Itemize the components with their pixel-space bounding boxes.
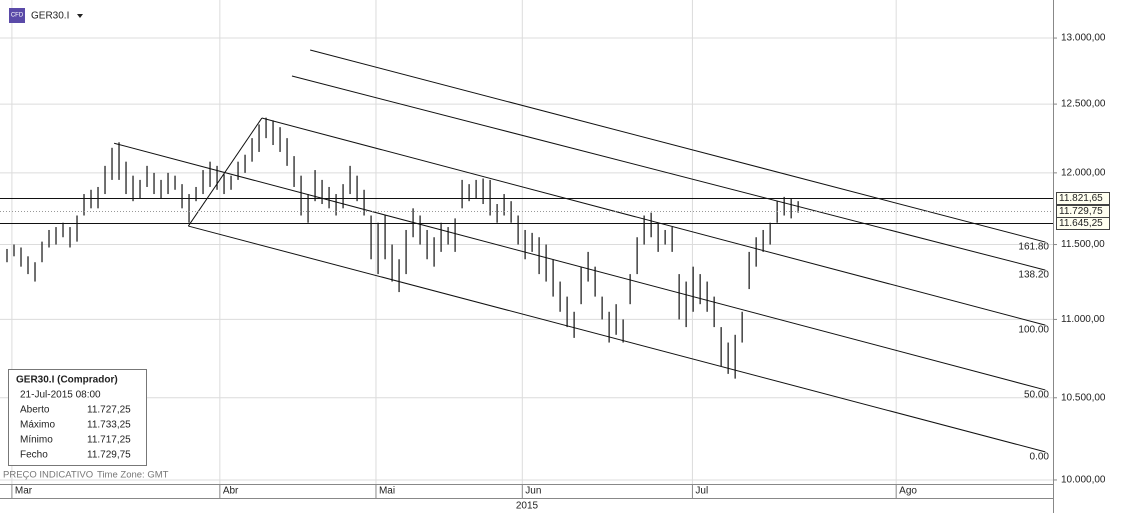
median-line: [187, 117, 263, 227]
y-tick-label: 12.000,00: [1061, 168, 1106, 179]
info-box: GER30.I (Comprador) 21-Jul-2015 08:00: [8, 369, 147, 466]
info-value: 11.727,25: [87, 405, 131, 416]
info-value: 11.733,25: [87, 420, 131, 431]
y-tick-label: 11.500,00: [1061, 239, 1105, 250]
channel-label: 138.20: [1018, 270, 1049, 281]
info-label: Máximo: [20, 420, 55, 431]
y-tick-label: 12.500,00: [1061, 99, 1106, 110]
channel-label: 50.00: [1024, 390, 1049, 401]
x-tick-label: Abr: [223, 486, 239, 497]
header[interactable]: CFD GER30.I: [9, 8, 83, 23]
x-tick-label: Mar: [15, 486, 33, 497]
footer-timezone: Time Zone: GMT: [97, 470, 169, 481]
y-tick-label: 11.000,00: [1061, 314, 1105, 325]
footer-note: PREÇO INDICATIVO: [3, 470, 93, 481]
level-tag: [1056, 192, 1110, 205]
info-date: 21-Jul-2015 08:00: [20, 390, 101, 401]
info-title: GER30.I (Comprador): [16, 375, 118, 386]
symbol[interactable]: GER30.I: [31, 11, 69, 22]
channel-label: 100.00: [1018, 325, 1049, 336]
info-box-frame: [8, 369, 147, 466]
y-tick-label: 10.500,00: [1061, 392, 1106, 403]
channel-label: 0.00: [1030, 452, 1050, 463]
channel-line: [188, 225, 1046, 453]
x-axis-title: 2015: [516, 501, 539, 512]
plot: [0, 49, 1053, 453]
channel-line: [310, 49, 1046, 243]
x-tick-label: Mai: [379, 486, 395, 497]
info-value: 11.729,75: [87, 450, 131, 461]
x-tick-label: Jun: [525, 486, 541, 497]
grid: [0, 0, 1053, 484]
level-label: 11.729,75: [1059, 206, 1103, 217]
symbol-icon: [9, 8, 25, 23]
channel-label: 161.80: [1018, 242, 1049, 253]
x-tick-label: Jul: [695, 486, 708, 497]
info-value: 11.717,25: [87, 435, 131, 446]
channel-line: [113, 142, 1046, 391]
info-label: Fecho: [20, 450, 48, 461]
dropdown-arrow[interactable]: [77, 14, 83, 18]
x-tick-label: Ago: [899, 486, 917, 497]
level-label: 11.645,25: [1059, 218, 1103, 229]
level-label: 11.821,65: [1059, 193, 1103, 204]
info-label: Mínimo: [20, 435, 53, 446]
y-tick-label: 10.000,00: [1061, 475, 1106, 486]
channel-line: [261, 117, 1046, 326]
icon-text: CFD: [11, 13, 24, 19]
channel-line: [291, 75, 1046, 271]
level-tag: [1056, 217, 1110, 230]
info-label: Aberto: [20, 405, 50, 416]
y-tick-label: 13.000,00: [1061, 33, 1106, 44]
